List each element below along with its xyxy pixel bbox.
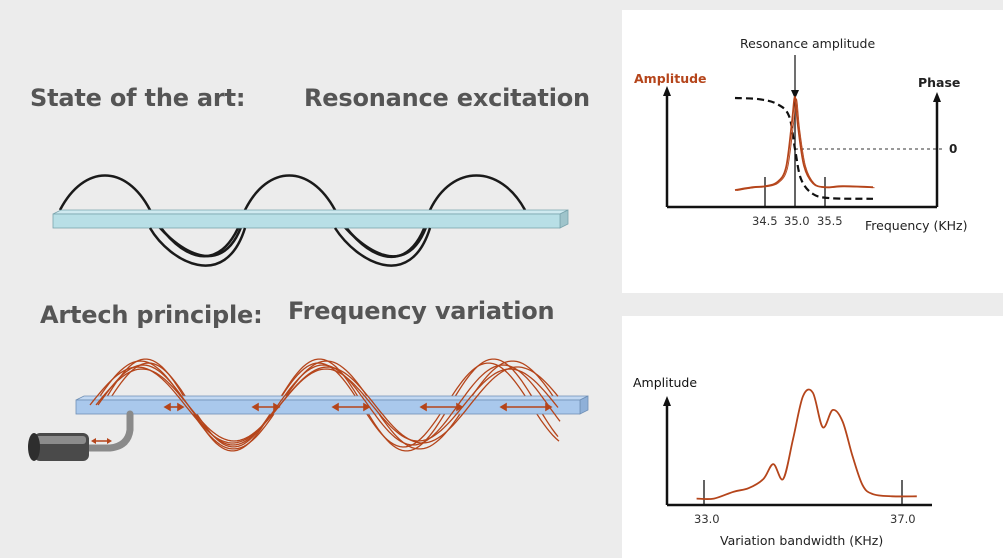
bandwidth-curve <box>696 388 917 500</box>
amplitude-axis-label-bottom: Amplitude <box>633 375 697 390</box>
bandwidth-chart-panel: Amplitude 33.0 37.0 Variation bandwidth … <box>622 316 1003 558</box>
variation-wave-3 <box>101 358 559 452</box>
variation-wave-4 <box>89 366 559 444</box>
variation-wave-2 <box>97 364 561 446</box>
state-of-the-art-label: State of the art: <box>30 84 246 112</box>
frequency-variation-waves-front <box>89 364 561 446</box>
frequency-axis-label: Frequency (KHz) <box>865 218 967 233</box>
transducer-icon <box>28 410 134 461</box>
bandwidth-axis-label: Variation bandwidth (KHz) <box>720 533 883 548</box>
tick-label-35-5: 35.5 <box>817 214 843 228</box>
resonance-amplitude-annotation: Resonance amplitude <box>740 36 875 51</box>
phase-zero-label: 0 <box>949 142 957 156</box>
resonance-chart-panel: Resonance amplitude Amplitude Phase 0 34… <box>622 10 1003 293</box>
resonance-excitation-label: Resonance excitation <box>304 84 590 112</box>
artech-principle-label: Artech principle: <box>40 301 263 329</box>
phase-axis-label: Phase <box>918 75 960 90</box>
bandwidth-chart: Amplitude 33.0 37.0 Variation bandwidth … <box>633 375 932 548</box>
amplitude-curve-echo <box>736 98 875 192</box>
tick-label-37-0: 37.0 <box>890 512 916 526</box>
variation-wave-5 <box>105 362 560 448</box>
phase-curve <box>734 96 874 200</box>
tick-label-35-0: 35.0 <box>784 214 810 228</box>
artech-beam <box>75 395 589 415</box>
variation-wave-6 <box>95 368 559 442</box>
resonance-chart: Resonance amplitude Amplitude Phase 0 34… <box>634 36 967 233</box>
amplitude-curve <box>734 96 874 191</box>
amplitude-axis-label: Amplitude <box>634 71 707 86</box>
tick-label-33-0: 33.0 <box>694 512 720 526</box>
resonance-beam <box>52 209 569 229</box>
beam-arrows <box>163 402 553 412</box>
left-illustration <box>28 174 589 461</box>
tick-label-34-5: 34.5 <box>752 214 778 228</box>
frequency-variation-label: Frequency variation <box>288 297 555 325</box>
resonance-sine-wave <box>58 174 527 259</box>
